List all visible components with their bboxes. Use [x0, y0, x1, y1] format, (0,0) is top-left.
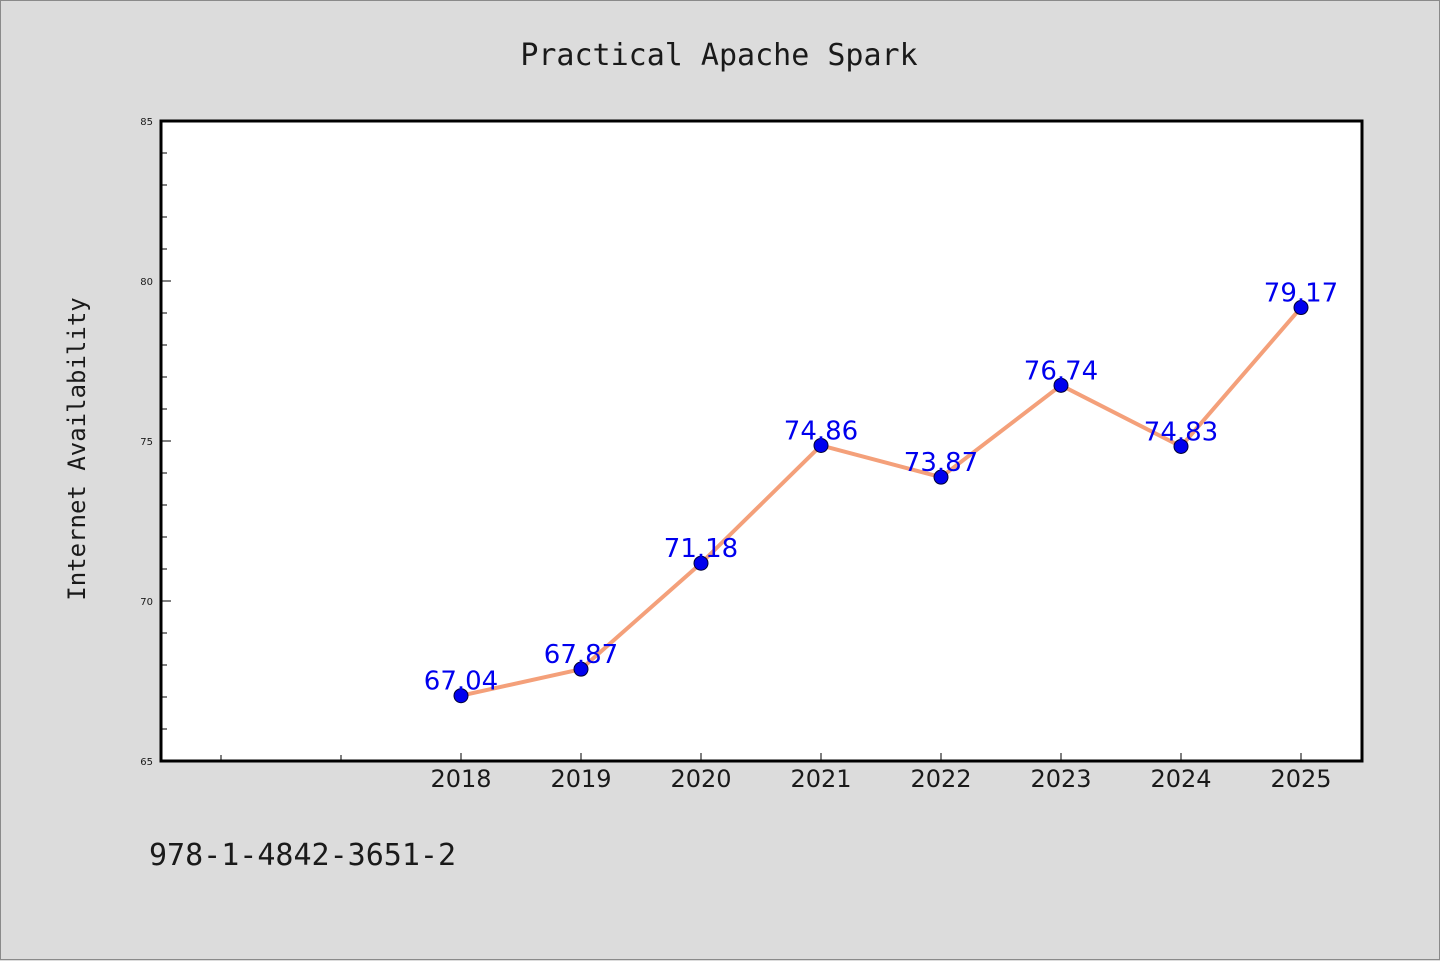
- data-label: 74.86: [784, 416, 858, 446]
- y-tick-label: 70: [140, 597, 153, 608]
- data-point: [1173, 438, 1189, 454]
- data-label: 71.18: [664, 534, 738, 564]
- data-labels: 67.04 67.87 71.18 74.86 73.87 76.74 74.83 79.17: [424, 279, 1338, 697]
- data-point: [813, 437, 829, 453]
- data-label: 79.17: [1264, 279, 1338, 309]
- x-tick-label: 2021: [790, 765, 851, 793]
- y-tick-label: 80: [140, 277, 153, 288]
- series-line: [459, 305, 1303, 698]
- data-label: 74.83: [1144, 417, 1218, 447]
- chart-title: Practical Apache Spark: [520, 38, 917, 73]
- data-point: [1053, 377, 1069, 393]
- data-points: [453, 300, 1309, 704]
- y-axis-label: Internet Availability: [63, 297, 91, 600]
- data-point: [573, 661, 589, 677]
- x-tick-label: 2023: [1030, 765, 1091, 793]
- data-point: [1293, 300, 1309, 316]
- data-label: 76.74: [1024, 356, 1098, 386]
- x-tick-label: 2024: [1150, 765, 1211, 793]
- data-label: 67.87: [544, 640, 618, 670]
- x-tick-label: 2018: [430, 765, 491, 793]
- data-point: [693, 555, 709, 571]
- plot-area: [159, 119, 1364, 763]
- data-label: 73.87: [904, 448, 978, 478]
- y-tick-label: 65: [140, 757, 153, 768]
- y-tick-label: 75: [140, 437, 153, 448]
- x-tick-label: 2025: [1270, 765, 1331, 793]
- data-point: [453, 688, 469, 704]
- y-axis: 65 70 75 80 85: [140, 117, 171, 768]
- x-axis: 2018 2019 2020 2021 2022 2023 2024 2025: [220, 753, 1332, 793]
- x-tick-label: 2020: [670, 765, 731, 793]
- x-tick-label: 2022: [910, 765, 971, 793]
- data-point: [933, 469, 949, 485]
- series-line-group: [459, 305, 1303, 698]
- data-label: 67.04: [424, 667, 498, 697]
- isbn-footer: 978-1-4842-3651-2: [149, 838, 456, 873]
- x-tick-label: 2019: [550, 765, 611, 793]
- y-tick-label: 85: [140, 117, 153, 128]
